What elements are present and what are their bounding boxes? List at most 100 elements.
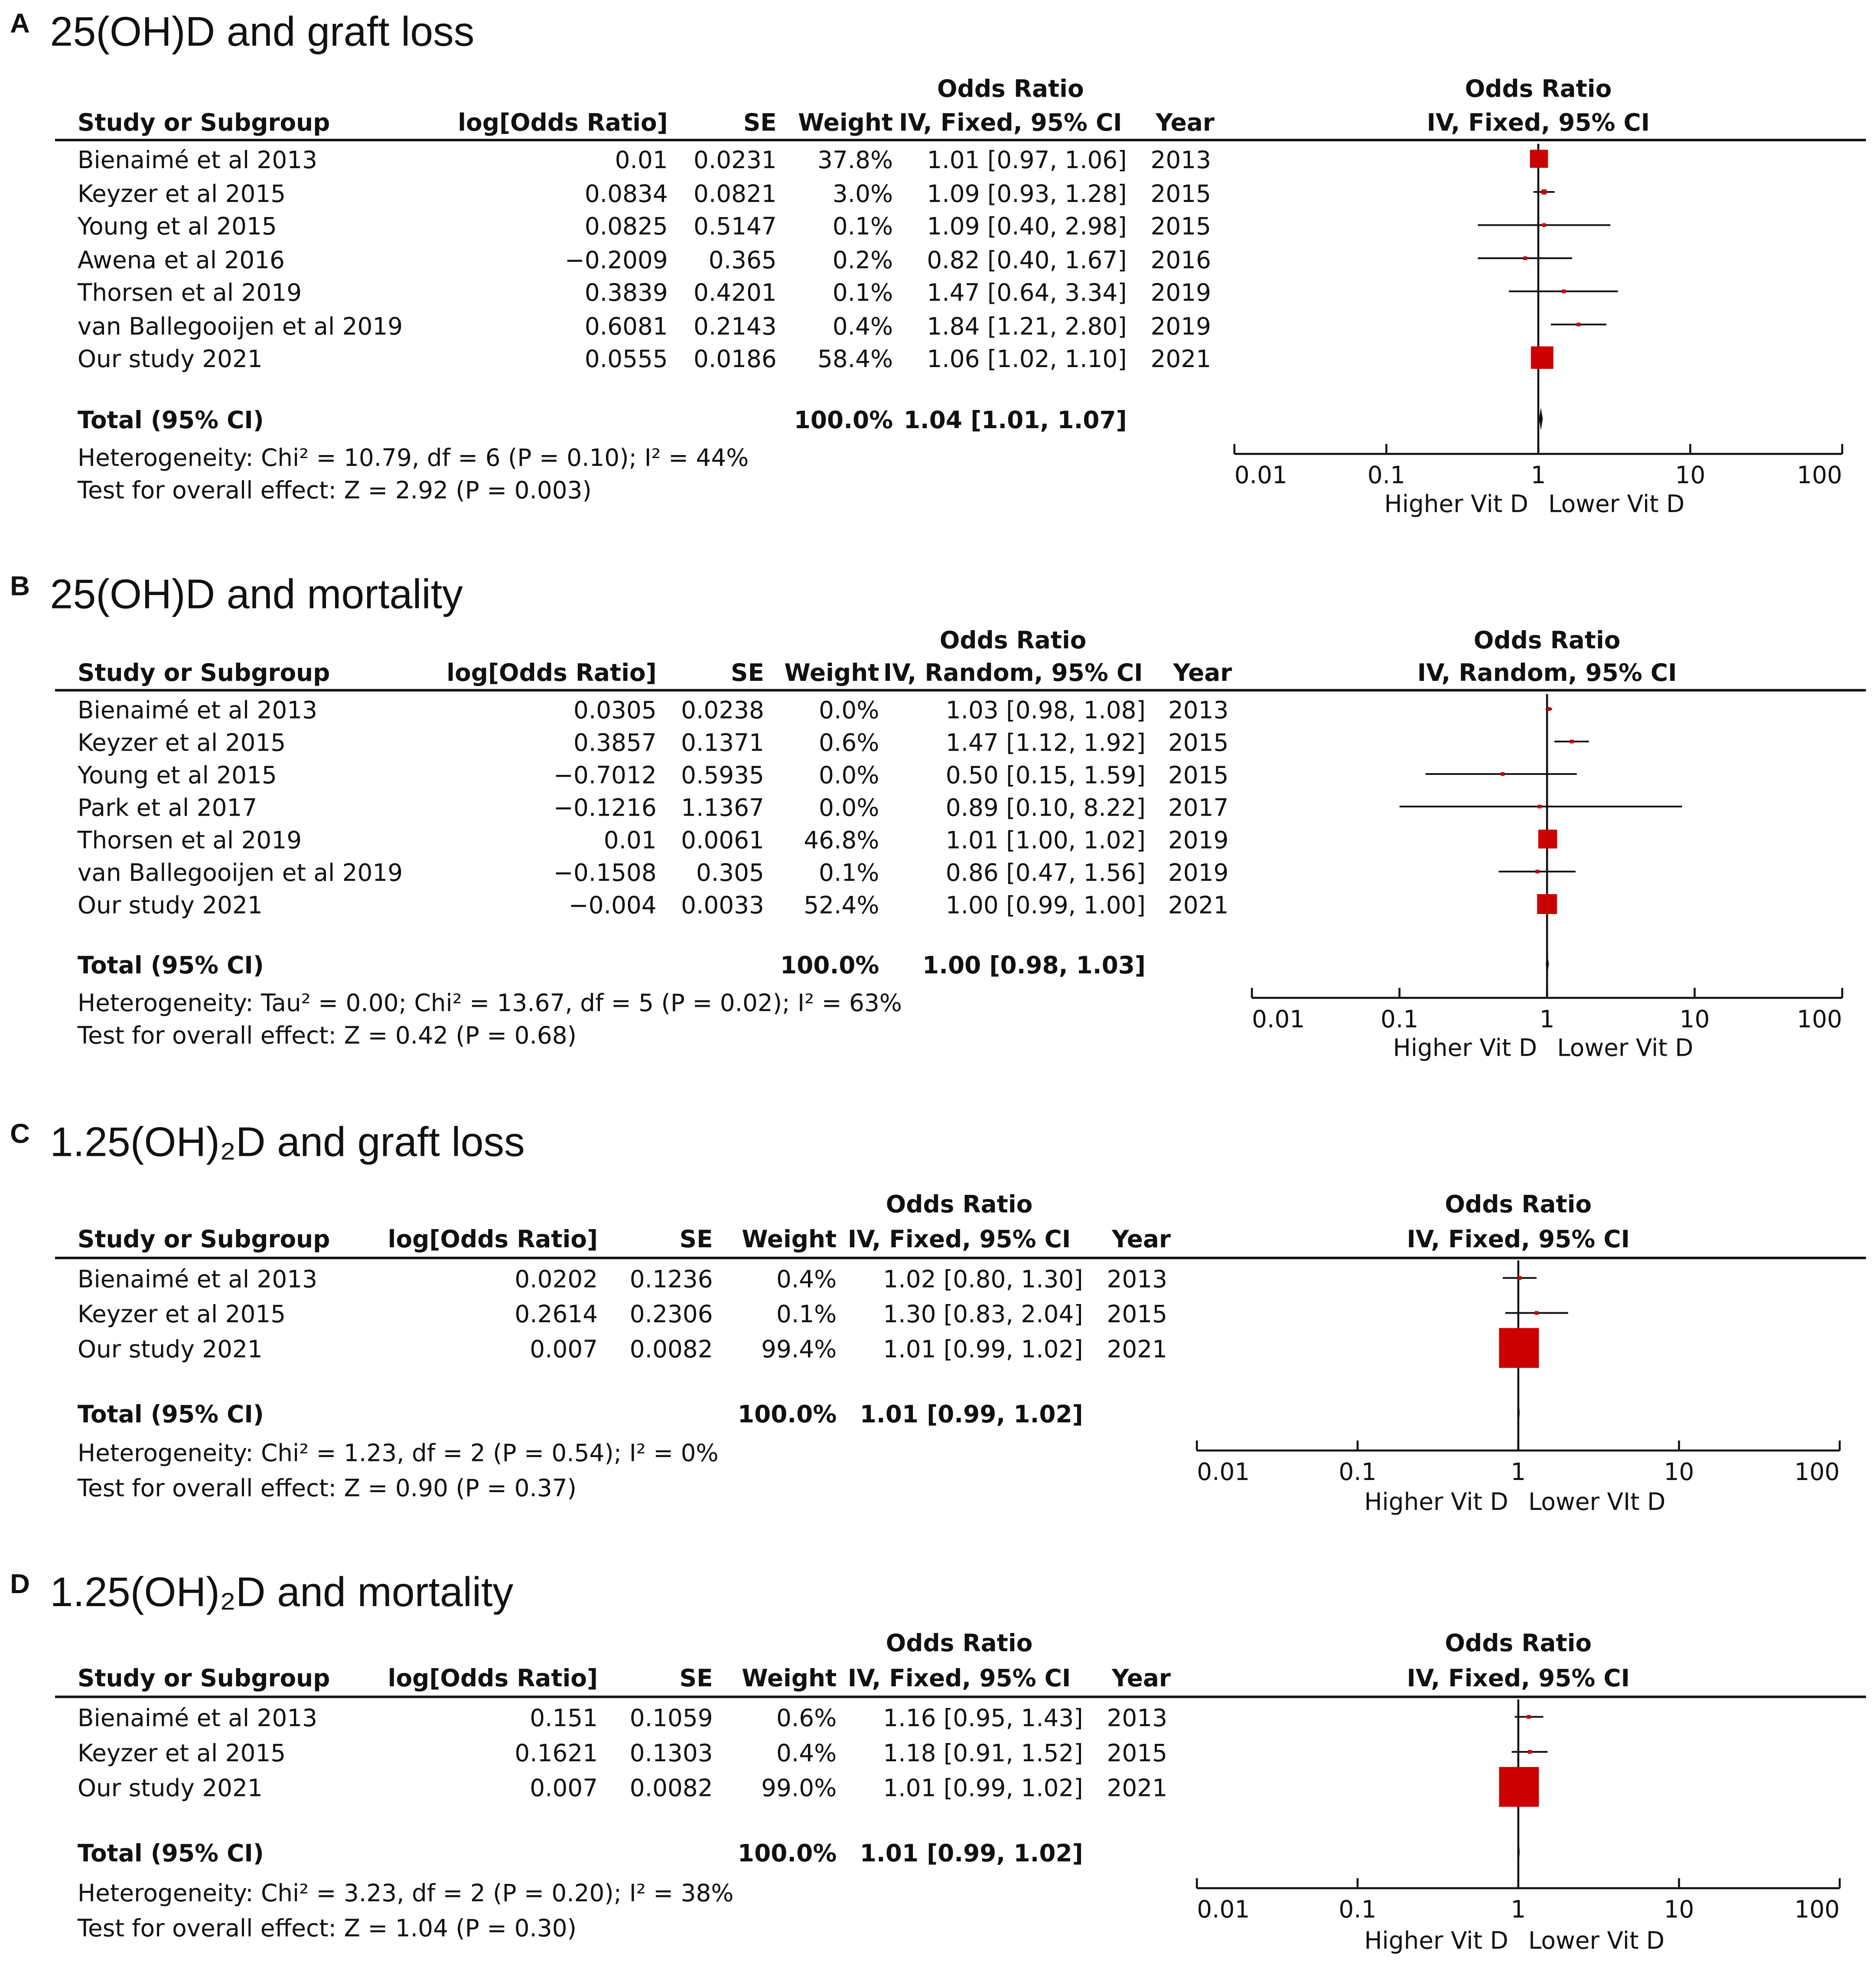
header-study: Study or Subgroup — [77, 659, 330, 687]
study-weight: 99.0% — [761, 1775, 837, 1803]
study-year: 2013 — [1107, 1266, 1168, 1294]
x-tick-label: 100 — [1794, 1896, 1840, 1924]
study-or-ci: 1.02 [0.80, 1.30] — [883, 1266, 1083, 1294]
study-se: 0.0033 — [681, 892, 764, 920]
study-point-square — [1547, 707, 1551, 711]
study-log-or: 0.007 — [530, 1336, 598, 1364]
panel-title: 1.25(OH)₂D and mortality — [50, 1568, 514, 1615]
header-year: Year — [1112, 1226, 1171, 1254]
x-tick-label: 100 — [1797, 1006, 1843, 1034]
study-name: Bienaimé et al 2013 — [77, 147, 318, 175]
x-tick-label: 0.1 — [1339, 1896, 1377, 1924]
header-log-or: log[Odds Ratio] — [388, 1226, 598, 1254]
study-name: Bienaimé et al 2013 — [77, 1705, 318, 1733]
header-odds-ratio-group: Odds Ratio — [937, 75, 1084, 104]
study-weight: 0.0% — [819, 794, 879, 823]
heterogeneity-text: Heterogeneity: Chi² = 1.23, df = 2 (P = … — [77, 1440, 719, 1467]
total-or-ci: 1.04 [1.01, 1.07] — [903, 407, 1127, 435]
total-weight: 100.0% — [737, 1840, 837, 1868]
x-tick-label: 10 — [1664, 1458, 1694, 1487]
total-or-ci: 1.01 [0.99, 1.02] — [860, 1840, 1083, 1868]
study-or-ci: 0.86 [0.47, 1.56] — [945, 859, 1146, 888]
header-odds-ratio-group: Odds Ratio — [886, 1630, 1033, 1658]
study-year: 2015 — [1107, 1301, 1168, 1329]
study-point-square — [1537, 804, 1542, 809]
header-weight: Weight — [742, 1665, 837, 1693]
total-weight: 100.0% — [737, 1401, 837, 1429]
study-or-ci: 1.03 [0.98, 1.08] — [945, 697, 1146, 725]
header-se: SE — [679, 1665, 713, 1693]
plot-header-group: Odds Ratio — [1465, 75, 1612, 104]
x-label-favours-right: Lower Vit D — [1528, 1927, 1665, 1955]
study-log-or: 0.0834 — [584, 180, 668, 208]
x-tick-label: 0.01 — [1252, 1006, 1305, 1034]
study-year: 2019 — [1150, 312, 1212, 340]
study-point-square — [1499, 1767, 1539, 1807]
study-log-or: 0.01 — [615, 147, 668, 175]
overall-effect-text: Test for overall effect: Z = 2.92 (P = 0… — [77, 477, 592, 505]
study-year: 2015 — [1168, 729, 1229, 758]
header-se: SE — [679, 1226, 713, 1254]
study-year: 2021 — [1168, 892, 1229, 920]
study-weight: 0.1% — [832, 213, 893, 241]
total-label: Total (95% CI) — [77, 1401, 264, 1429]
total-weight: 100.0% — [780, 952, 879, 980]
x-tick-label: 10 — [1679, 1006, 1710, 1034]
study-se: 0.0082 — [629, 1336, 713, 1364]
study-point-square — [1523, 256, 1528, 260]
study-point-square — [1534, 1311, 1539, 1315]
study-se: 0.1303 — [629, 1740, 713, 1768]
study-or-ci: 1.84 [1.21, 2.80] — [927, 312, 1127, 340]
study-weight: 0.0% — [819, 697, 879, 725]
study-se: 0.0238 — [681, 697, 764, 725]
study-or-ci: 1.30 [0.83, 2.04] — [883, 1301, 1083, 1329]
plot-header-group: Odds Ratio — [1473, 627, 1621, 655]
plot-header-group: Odds Ratio — [1445, 1630, 1592, 1658]
study-log-or: 0.0305 — [573, 697, 657, 725]
study-se: 0.5935 — [681, 762, 764, 790]
study-log-or: −0.2009 — [564, 246, 668, 274]
study-name: Keyzer et al 2015 — [77, 1301, 286, 1329]
x-label-favours-right: Lower Vit D — [1548, 491, 1685, 518]
study-weight: 46.8% — [804, 827, 879, 855]
study-or-ci: 0.50 [0.15, 1.59] — [945, 762, 1146, 790]
header-year: Year — [1112, 1665, 1171, 1693]
study-point-square — [1499, 1328, 1539, 1368]
study-year: 2017 — [1168, 794, 1229, 823]
study-weight: 3.0% — [832, 180, 893, 208]
study-year: 2021 — [1107, 1336, 1168, 1364]
study-log-or: 0.01 — [603, 827, 657, 855]
study-point-square — [1501, 772, 1505, 776]
study-se: 0.2306 — [629, 1301, 713, 1329]
study-year: 2019 — [1150, 279, 1212, 307]
header-or-method: IV, Random, 95% CI — [883, 659, 1143, 687]
study-se: 0.2143 — [693, 312, 777, 340]
study-log-or: 0.0555 — [584, 345, 668, 374]
plot-header-group: Odds Ratio — [1445, 1191, 1592, 1219]
header-divider — [55, 689, 1866, 692]
total-diamond — [1518, 1402, 1520, 1425]
study-se: 0.0821 — [693, 180, 777, 208]
panel-label: D — [10, 1568, 30, 1600]
header-divider — [55, 1695, 1866, 1698]
study-se: 0.0186 — [693, 345, 777, 374]
study-weight: 0.6% — [819, 729, 879, 758]
total-or-ci: 1.00 [0.98, 1.03] — [922, 952, 1146, 980]
study-or-ci: 1.09 [0.93, 1.28] — [927, 180, 1127, 208]
plot-header-method: IV, Fixed, 95% CI — [1407, 1665, 1630, 1693]
heterogeneity-text: Heterogeneity: Chi² = 3.23, df = 2 (P = … — [77, 1880, 734, 1908]
study-or-ci: 1.18 [0.91, 1.52] — [883, 1740, 1083, 1768]
x-tick-label: 1 — [1511, 1896, 1526, 1924]
x-label-favours-right: Lower VIt D — [1528, 1488, 1666, 1516]
study-log-or: −0.1508 — [554, 859, 657, 888]
study-se: 0.1371 — [681, 729, 764, 758]
study-name: Keyzer et al 2015 — [77, 729, 286, 758]
total-diamond — [1546, 953, 1549, 976]
study-or-ci: 1.00 [0.99, 1.00] — [945, 892, 1146, 920]
total-diamond — [1518, 1841, 1520, 1864]
study-weight: 0.2% — [832, 246, 893, 274]
study-weight: 0.1% — [832, 279, 893, 307]
header-odds-ratio-group: Odds Ratio — [939, 627, 1087, 655]
